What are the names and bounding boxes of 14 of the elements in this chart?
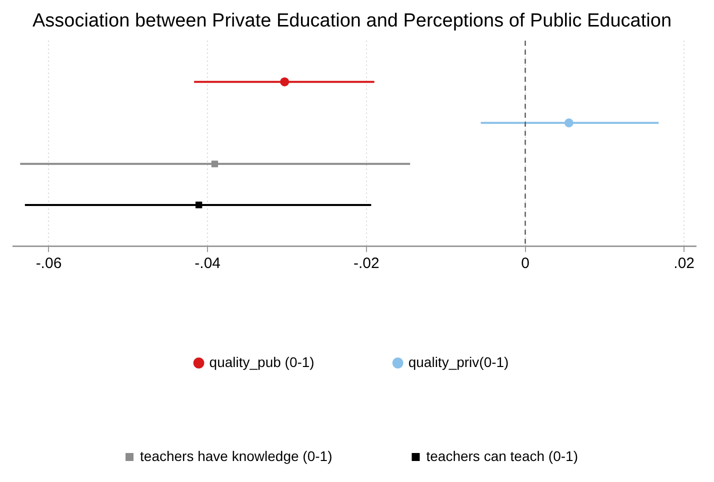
x-tick-label: -.02 <box>353 255 380 272</box>
legend-label: quality_priv(0-1) <box>408 354 509 370</box>
point <box>196 202 202 208</box>
legend-label: teachers have knowledge (0-1) <box>140 448 332 464</box>
legend-label: teachers can teach (0-1) <box>426 448 578 464</box>
x-tick-label: 0 <box>521 255 530 272</box>
x-tick-label: -.06 <box>36 255 62 272</box>
point <box>280 77 290 86</box>
point <box>211 160 218 168</box>
x-tick-label: .02 <box>674 255 695 272</box>
x-tick-label: -.04 <box>194 255 221 272</box>
chart-title: Association between Private Education and Perceptions of Public Education <box>32 10 672 32</box>
legend-label: quality_pub (0-1) <box>209 354 314 370</box>
point <box>564 118 574 128</box>
